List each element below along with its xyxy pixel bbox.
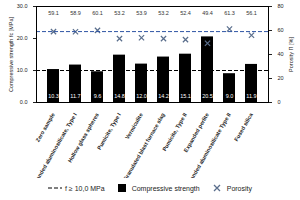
svg-text:10.0: 10.0 <box>17 67 28 73</box>
svg-text:Fused silica: Fused silica <box>233 111 254 142</box>
svg-text:49.4: 49.4 <box>202 10 213 16</box>
html-text:Compressive strength: Compressive strength <box>131 184 200 192</box>
svg-text:12.0: 12.0 <box>136 93 147 99</box>
svg-text:Expanded aluminosilicate, Type: Expanded aluminosilicate, Type I <box>30 111 78 178</box>
svg-text:40: 40 <box>278 51 284 57</box>
svg-text:20.5: 20.5 <box>202 93 213 99</box>
svg-text:0: 0 <box>278 99 281 105</box>
svg-text:20.0: 20.0 <box>17 35 28 41</box>
svg-text:9.6: 9.6 <box>94 93 102 99</box>
svg-text:Pumicite, Type II: Pumicite, Type II <box>161 111 188 153</box>
svg-text:53.9: 53.9 <box>136 10 147 16</box>
svg-text:11.9: 11.9 <box>246 93 256 99</box>
svg-text:14.8: 14.8 <box>114 93 125 99</box>
svg-text:60.1: 60.1 <box>92 10 103 16</box>
svg-text:Vermiculite: Vermiculite <box>124 112 144 140</box>
svg-text:60: 60 <box>278 27 284 33</box>
svg-text:56.1: 56.1 <box>246 10 257 16</box>
svg-text:11.7: 11.7 <box>70 93 80 99</box>
svg-text:14.2: 14.2 <box>158 93 169 99</box>
svg-text:10.3: 10.3 <box>48 93 59 99</box>
svg-text:9.0: 9.0 <box>226 93 234 99</box>
svg-text:59.1: 59.1 <box>48 10 59 16</box>
svg-text:Compressive strength fc [MPa]: Compressive strength fc [MPa] <box>8 16 14 92</box>
svg-text:61.3: 61.3 <box>224 10 235 16</box>
html-text:Porosity: Porosity <box>226 184 252 192</box>
svg-text:52.4: 52.4 <box>180 10 191 16</box>
svg-text:20: 20 <box>278 75 284 81</box>
svg-text:53.2: 53.2 <box>158 10 169 16</box>
html-text:f ≥ 10,0 MPa: f ≥ 10,0 MPa <box>65 184 105 192</box>
svg-text:58.9: 58.9 <box>70 10 81 16</box>
svg-text:0.0: 0.0 <box>20 99 28 105</box>
svg-text:80: 80 <box>278 3 284 9</box>
svg-text:30.0: 30.0 <box>17 3 28 9</box>
svg-text:Expanded perlite: Expanded perlite <box>182 111 210 154</box>
svg-text:Hollow glass spheres: Hollow glass spheres <box>67 112 100 164</box>
svg-text:Porosity Π [%]: Porosity Π [%] <box>288 37 294 72</box>
svg-text:Zero sample: Zero sample <box>34 112 55 143</box>
svg-text:53.2: 53.2 <box>114 10 125 16</box>
svg-text:Granulated blast furnace slag: Granulated blast furnace slag <box>122 112 166 178</box>
svg-text:Pumicite, Type I: Pumicite, Type I <box>96 111 122 150</box>
svg-text:Expanded aluminosilicate Type: Expanded aluminosilicate Type II <box>184 111 232 178</box>
svg-text:15.1: 15.1 <box>180 93 191 99</box>
